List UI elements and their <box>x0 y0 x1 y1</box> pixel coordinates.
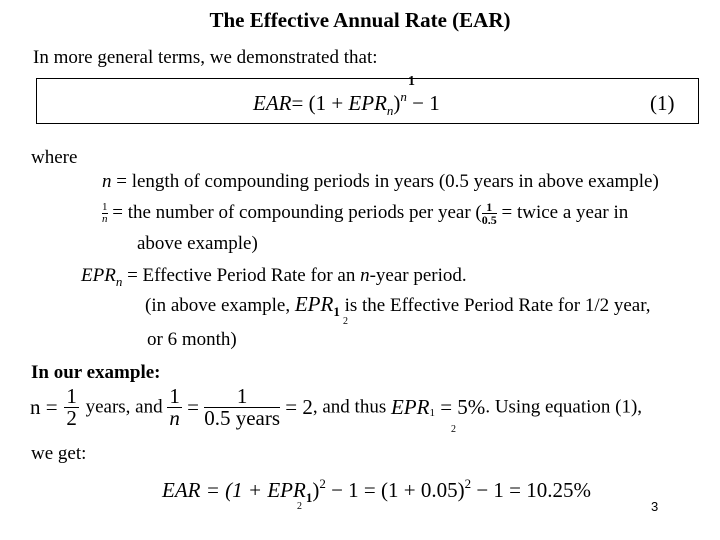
eq1-exp: n <box>400 89 407 104</box>
def-n: n = length of compounding periods in yea… <box>102 171 659 193</box>
ex-f1-den: 2 <box>66 406 77 430</box>
ex-f3-den: 0.5 years <box>204 406 281 430</box>
def-epr-nvar: n <box>360 265 370 286</box>
ex-t1: years, and <box>80 396 168 418</box>
eq1-tail: − 1 <box>406 91 440 115</box>
equation-1: EAR= (1 + EPRn)n − 1 <box>253 89 440 118</box>
ex-n: n = <box>30 395 58 419</box>
def-epr-var: EPR <box>81 265 116 286</box>
page-number: 3 <box>651 499 659 514</box>
example-line: n = 1 2 years, and 1 n = 1 0.5 years = 2… <box>30 386 642 429</box>
def-epr-epr-sub: 1 <box>333 304 340 319</box>
page-title: The Effective Annual Rate (EAR) <box>209 8 511 32</box>
res-c: − 1 = (1 + 0.05) <box>325 478 465 502</box>
eq1-epr: EPR <box>348 91 387 115</box>
ex-t2: = 2 <box>280 395 313 419</box>
def-1n-num: 1 <box>102 201 108 214</box>
def-1n-text2: = twice a year in <box>496 201 629 223</box>
def-1n-frac: 1 n <box>102 202 108 225</box>
we-get: we get: <box>31 443 87 464</box>
res-exp1: 2 <box>319 476 326 491</box>
def-epr-line2: (in above example, EPR1 is the Effective… <box>145 292 651 319</box>
eq1-number: (1) <box>650 91 675 115</box>
def-1n-inner-den: 0.5 <box>481 213 497 227</box>
ex-epr: EPR <box>390 395 430 419</box>
res-exp2: 2 <box>464 476 472 491</box>
def-1n-inner-frac: 1 0.5 <box>481 201 497 227</box>
def-n-text: = length of compounding periods in years… <box>111 171 659 192</box>
eq1-epr-sub: n <box>386 103 394 118</box>
equation-box <box>36 78 699 124</box>
def-epr-sub: n <box>115 274 123 289</box>
ex-f1-num: 1 <box>64 384 79 408</box>
def-1n-line2: above example) <box>137 233 258 254</box>
ex-frac1: 1 2 <box>64 386 79 429</box>
def-1n: 1 n = the number of compounding periods … <box>102 201 628 226</box>
def-n-var: n <box>102 171 112 192</box>
ex-f2-num: 1 <box>167 384 182 408</box>
def-epr-text: = Effective Period Rate for an <box>122 265 361 286</box>
ex-f3-num: 1 <box>204 386 281 408</box>
def-epr-epr: EPR <box>294 292 334 316</box>
def-epr-line2-a: (in above example, <box>145 295 295 316</box>
def-epr-epr-sub2: 2 <box>343 316 348 327</box>
res-epr: EPR <box>267 478 306 502</box>
ex-eq: = <box>181 395 205 419</box>
ex-epr-sub2: 2 <box>451 424 456 435</box>
result-equation: EAR = (1 + EPR1)2 − 1 = (1 + 0.05)2 − 1 … <box>162 476 592 505</box>
def-epr-line3: or 6 month) <box>147 329 237 350</box>
eq1-exp-top: 1 <box>408 74 415 89</box>
res-d: − 1 = 10.25% <box>471 478 592 502</box>
ex-f2-den: n <box>169 406 180 430</box>
def-1n-den: n <box>102 213 108 225</box>
ex-epr-sub: 1 <box>429 406 435 419</box>
def-epr-line2-b: is the Effective Period Rate for 1/2 yea… <box>339 295 651 316</box>
example-heading: In our example: <box>31 362 161 383</box>
ex-t5: . Using equation (1), <box>485 396 643 418</box>
intro-text: In more general terms, we demonstrated t… <box>33 47 378 68</box>
where-label: where <box>31 147 78 168</box>
res-sub1: 1 <box>305 490 313 505</box>
ex-frac3: 1 0.5 years <box>204 386 281 430</box>
res-sub2: 2 <box>297 501 302 512</box>
eq1-eq: = (1 + <box>291 91 349 115</box>
ex-t3: , and thus <box>312 396 391 418</box>
ex-t4: = 5% <box>434 395 486 419</box>
def-1n-inner-num: 1 <box>481 201 497 214</box>
res-a: EAR = (1 + <box>162 478 268 502</box>
eq1-close: ) <box>393 91 401 115</box>
def-epr-text2: -year period. <box>369 265 467 286</box>
def-epr: EPRn = Effective Period Rate for an n-ye… <box>81 265 467 289</box>
res-b: ) <box>312 478 320 502</box>
ex-frac2: 1 n <box>167 386 182 429</box>
eq1-lhs: EAR <box>253 91 292 115</box>
def-1n-text: = the number of compounding periods per … <box>107 201 482 223</box>
